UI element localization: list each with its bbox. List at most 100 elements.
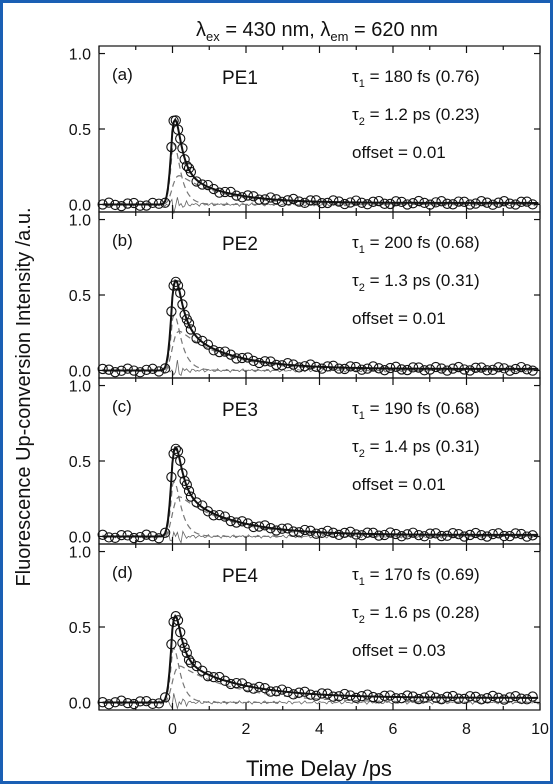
data-point: [385, 527, 396, 538]
tau2-annotation: τ2 = 1.2 ps (0.23): [352, 105, 480, 128]
data-point: [103, 699, 115, 710]
y-tick-label: 0.0: [69, 197, 91, 214]
data-point: [316, 197, 328, 209]
data-point: [373, 530, 384, 541]
data-point: [373, 693, 384, 704]
data-point: [305, 359, 316, 370]
sample-label: PE2: [222, 234, 258, 255]
fit-curve: [102, 614, 539, 704]
data-point: [527, 691, 538, 702]
data-point: [442, 365, 453, 376]
data-point: [236, 352, 248, 364]
data-point: [197, 500, 208, 511]
data-point: [424, 690, 436, 701]
panel-tag: (a): [112, 65, 133, 84]
data-point: [179, 642, 190, 653]
data-point: [476, 362, 487, 373]
slow-component-curve: [154, 665, 537, 704]
data-point: [116, 200, 127, 212]
data-point: [128, 197, 140, 209]
x-tick-label: 6: [389, 721, 398, 738]
data-point: [368, 361, 379, 372]
data-point: [350, 195, 362, 206]
y-tick-label: 0.5: [69, 122, 91, 139]
data-point: [183, 318, 195, 329]
data-point: [464, 691, 476, 702]
fit-curve: [102, 117, 539, 206]
data-point: [407, 362, 419, 373]
data-point: [197, 179, 208, 190]
data-point: [288, 193, 299, 205]
tau1-annotation: τ1 = 170 fs (0.69): [352, 565, 480, 588]
y-tick-label: 0.0: [69, 695, 91, 712]
data-point: [202, 339, 214, 350]
data-point: [390, 361, 402, 372]
data-point: [197, 335, 208, 347]
data-point: [430, 361, 441, 373]
data-point: [516, 196, 527, 207]
data-point: [379, 198, 390, 209]
data-point: [521, 694, 533, 705]
data-point: [379, 365, 390, 376]
data-point: [510, 690, 521, 702]
data-point: [407, 527, 419, 538]
y-tick-label: 1.0: [69, 379, 91, 396]
data-point: [185, 491, 197, 502]
data-point: [103, 197, 115, 208]
data-point: [453, 693, 464, 704]
data-point: [504, 365, 516, 376]
data-point: [219, 675, 231, 686]
offset-annotation: offset = 0.01: [352, 309, 446, 328]
data-point: [170, 115, 181, 126]
data-point: [311, 690, 322, 701]
data-point: [481, 365, 493, 376]
fit-curve: [102, 446, 539, 538]
data-point: [185, 657, 197, 668]
data-point: [288, 689, 299, 700]
data-point: [481, 531, 493, 542]
panel-tag: (b): [112, 231, 133, 250]
data-point: [436, 694, 447, 705]
data-point: [183, 654, 195, 666]
data-point: [385, 690, 396, 701]
data-point: [128, 532, 140, 544]
data-point: [464, 199, 476, 210]
tau1-annotation: τ1 = 190 fs (0.68): [352, 399, 480, 422]
data-point: [396, 692, 407, 704]
data-point: [177, 299, 188, 310]
data-point: [390, 196, 402, 207]
offset-annotation: offset = 0.03: [352, 641, 446, 660]
data-point: [299, 524, 310, 536]
data-point: [116, 529, 127, 541]
data-point: [116, 695, 127, 706]
data-point: [402, 364, 413, 376]
data-point: [259, 520, 271, 531]
y-tick-label: 0.0: [69, 529, 91, 546]
data-point: [487, 199, 498, 210]
data-point: [413, 693, 424, 705]
data-point: [476, 196, 487, 207]
data-point: [459, 196, 470, 207]
data-point: [191, 176, 202, 187]
data-point: [339, 688, 350, 700]
data-point: [470, 362, 481, 373]
data-point: [141, 529, 152, 540]
offset-annotation: offset = 0.01: [352, 143, 446, 162]
x-tick-labels: 0 2 4 6 8 10: [168, 721, 549, 738]
data-point: [345, 526, 356, 537]
data-point: [499, 694, 510, 705]
sample-label: PE1: [222, 68, 258, 89]
data-point: [141, 200, 152, 211]
x-tick-label: 4: [315, 721, 324, 738]
data-point: [97, 529, 108, 540]
data-point: [362, 689, 373, 700]
chart-title: λex = 430 nm, λem = 620 nm: [196, 19, 438, 44]
y-tick-label: 0.0: [69, 363, 91, 380]
data-point: [322, 688, 333, 699]
panel-3: 0.0 0.5 1.0 (c) PE3 τ1 = 190 fs (0.68) τ2 = 1.…: [69, 377, 541, 546]
data-point: [153, 533, 165, 544]
data-point: [135, 696, 146, 707]
y-tick-label: 1.0: [69, 213, 91, 230]
data-point: [185, 324, 197, 335]
data-point: [459, 693, 470, 705]
